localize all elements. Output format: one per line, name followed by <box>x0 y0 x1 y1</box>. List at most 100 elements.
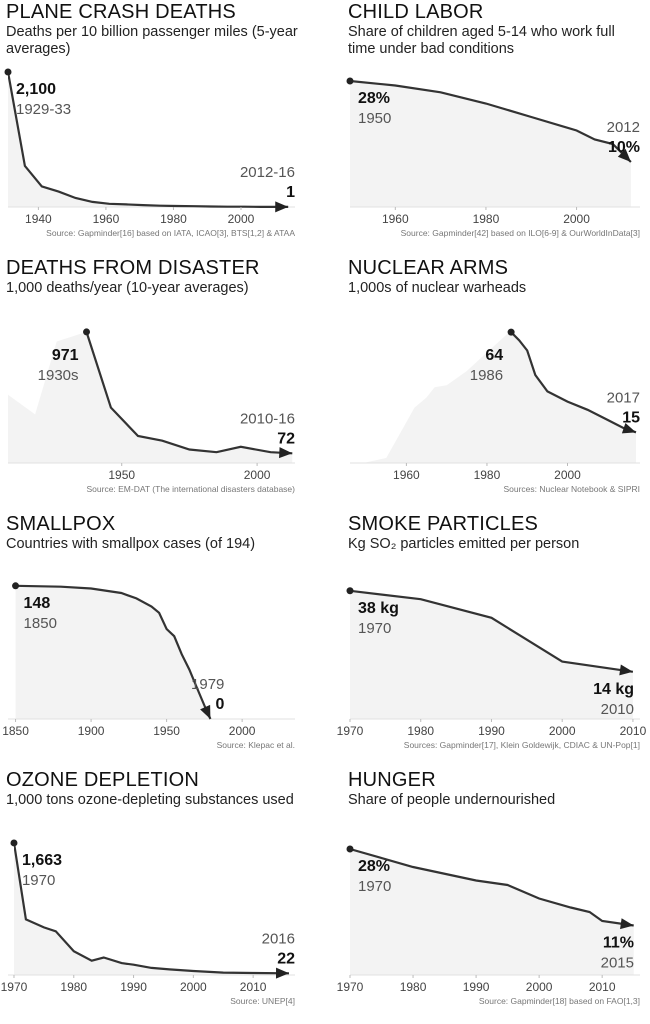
x-tick-label: 1990 <box>463 980 490 994</box>
x-tick-label: 2000 <box>526 980 553 994</box>
chart-title: HUNGER <box>348 769 436 791</box>
chart-header: SMOKE PARTICLES Kg SO₂ particles emitted … <box>348 513 640 553</box>
start-dot <box>346 845 354 853</box>
start-label: 28% <box>358 858 390 875</box>
x-tick-label: 2000 <box>554 468 581 482</box>
area <box>350 81 631 207</box>
chart-title: CHILD LABOR <box>348 1 484 23</box>
x-tick-label: 1980 <box>474 468 501 482</box>
end-period: 1979 <box>191 676 224 693</box>
start-dot <box>4 68 12 76</box>
x-tick-label: 2000 <box>228 212 255 226</box>
start-period: 1850 <box>24 615 57 632</box>
chart-subtitle: 1,000s of nuclear warheads <box>348 280 527 296</box>
chart-subtitle: 1,000 tons ozone-depleting substances us… <box>6 792 294 808</box>
end-arrow <box>617 148 631 162</box>
area <box>13 842 290 975</box>
x-tick-label: 1970 <box>337 724 364 738</box>
start-dot <box>10 839 18 847</box>
start-label: 38 kg <box>358 600 399 617</box>
start-label: 1,663 <box>22 852 62 869</box>
end-arrow <box>279 447 293 459</box>
start-period: 1970 <box>358 878 391 895</box>
end-period: 2010-16 <box>240 410 295 427</box>
source: Source: Klepac et al. <box>217 740 295 750</box>
start-label: 148 <box>24 595 51 612</box>
start-period: 1986 <box>470 367 503 384</box>
chart-header: PLANE CRASH DEATHS Deaths per 10 billion … <box>6 1 298 58</box>
chart-title: PLANE CRASH DEATHS <box>6 1 236 23</box>
end-label: 10% <box>608 139 640 156</box>
x-tick-label: 2010 <box>620 724 647 738</box>
chart-subtitle: Deaths per 10 billion passenger miles (5… <box>6 24 298 57</box>
start-dot <box>12 582 20 590</box>
source: Source: Gapminder[18] based on FAO[1,3] <box>479 996 640 1006</box>
x-tick-label: 1980 <box>400 980 427 994</box>
area <box>350 849 634 975</box>
start-dot <box>346 587 354 595</box>
end-period: 2010 <box>601 701 634 718</box>
chart-subtitle: 1,000 deaths/year (10-year averages) <box>6 280 249 296</box>
start-period: 1970 <box>22 872 55 889</box>
x-tick-label: 2000 <box>549 724 576 738</box>
source: Source: Gapminder[42] based on ILO[6-9] … <box>401 228 640 238</box>
start-label: 28% <box>358 90 390 107</box>
x-tick-label: 1980 <box>407 724 434 738</box>
chart-header: DEATHS FROM DISASTER 1,000 deaths/year (1… <box>6 257 298 297</box>
source: Sources: Nuclear Notebook & SIPRI <box>503 484 640 494</box>
x-tick-label: 1990 <box>478 724 505 738</box>
start-label: 971 <box>52 347 79 364</box>
start-label: 64 <box>485 347 503 364</box>
x-tick-label: 2010 <box>589 980 616 994</box>
chart-subtitle: Share of children aged 5-14 who work ful… <box>348 24 615 57</box>
x-tick-label: 1960 <box>93 212 120 226</box>
end-label: 0 <box>216 696 225 713</box>
chart-header: OZONE DEPLETION 1,000 tons ozone-depletin… <box>6 769 298 809</box>
x-tick-label: 1990 <box>120 980 147 994</box>
chart-subtitle: Countries with smallpox cases (of 194) <box>6 536 256 552</box>
end-period: 2012 <box>607 119 640 136</box>
source: Source: EM-DAT (The international disast… <box>86 484 295 494</box>
x-tick-label: 1970 <box>1 980 28 994</box>
chart-subtitle: Kg SO₂ particles emitted per person <box>348 536 580 552</box>
chart-header: NUCLEAR ARMS 1,000s of nuclear warheads <box>348 257 640 297</box>
chart-header: SMALLPOX Countries with smallpox cases (o… <box>6 513 298 553</box>
line <box>511 330 637 434</box>
end-period: 2016 <box>262 930 295 947</box>
start-label: 2,100 <box>16 81 56 98</box>
end-label: 15 <box>622 409 640 426</box>
start-dot <box>346 77 354 85</box>
line <box>15 584 212 720</box>
x-tick-label: 2000 <box>229 724 256 738</box>
x-tick-label: 1960 <box>382 212 409 226</box>
end-label: 72 <box>277 430 295 447</box>
chart-title: NUCLEAR ARMS <box>348 257 509 279</box>
chart-title: DEATHS FROM DISASTER <box>6 257 260 279</box>
end-label: 1 <box>286 184 295 201</box>
x-tick-label: 1960 <box>393 468 420 482</box>
start-dot <box>83 328 91 336</box>
start-period: 1929-33 <box>16 101 71 118</box>
chart-header: HUNGER Share of people undernourished <box>348 769 640 809</box>
chart-title: SMALLPOX <box>6 513 116 535</box>
x-tick-label: 1970 <box>337 980 364 994</box>
line <box>86 330 293 455</box>
line <box>350 847 634 927</box>
source: Source: UNEP[4] <box>230 996 295 1006</box>
end-arrow <box>619 664 633 676</box>
line <box>350 589 634 673</box>
start-dot <box>507 328 515 336</box>
x-tick-label: 2000 <box>244 468 271 482</box>
x-tick-label: 1900 <box>78 724 105 738</box>
x-tick-label: 1950 <box>153 724 180 738</box>
source: Sources: Gapminder[17], Klein Goldewijk,… <box>404 740 640 750</box>
end-label: 14 kg <box>593 681 634 698</box>
chart-subtitle: Share of people undernourished <box>348 792 556 808</box>
x-tick-label: 1980 <box>473 212 500 226</box>
end-label: 22 <box>277 950 295 967</box>
x-tick-label: 1980 <box>160 212 187 226</box>
area <box>8 72 289 207</box>
end-period: 2015 <box>601 955 634 972</box>
end-arrow <box>620 918 634 930</box>
